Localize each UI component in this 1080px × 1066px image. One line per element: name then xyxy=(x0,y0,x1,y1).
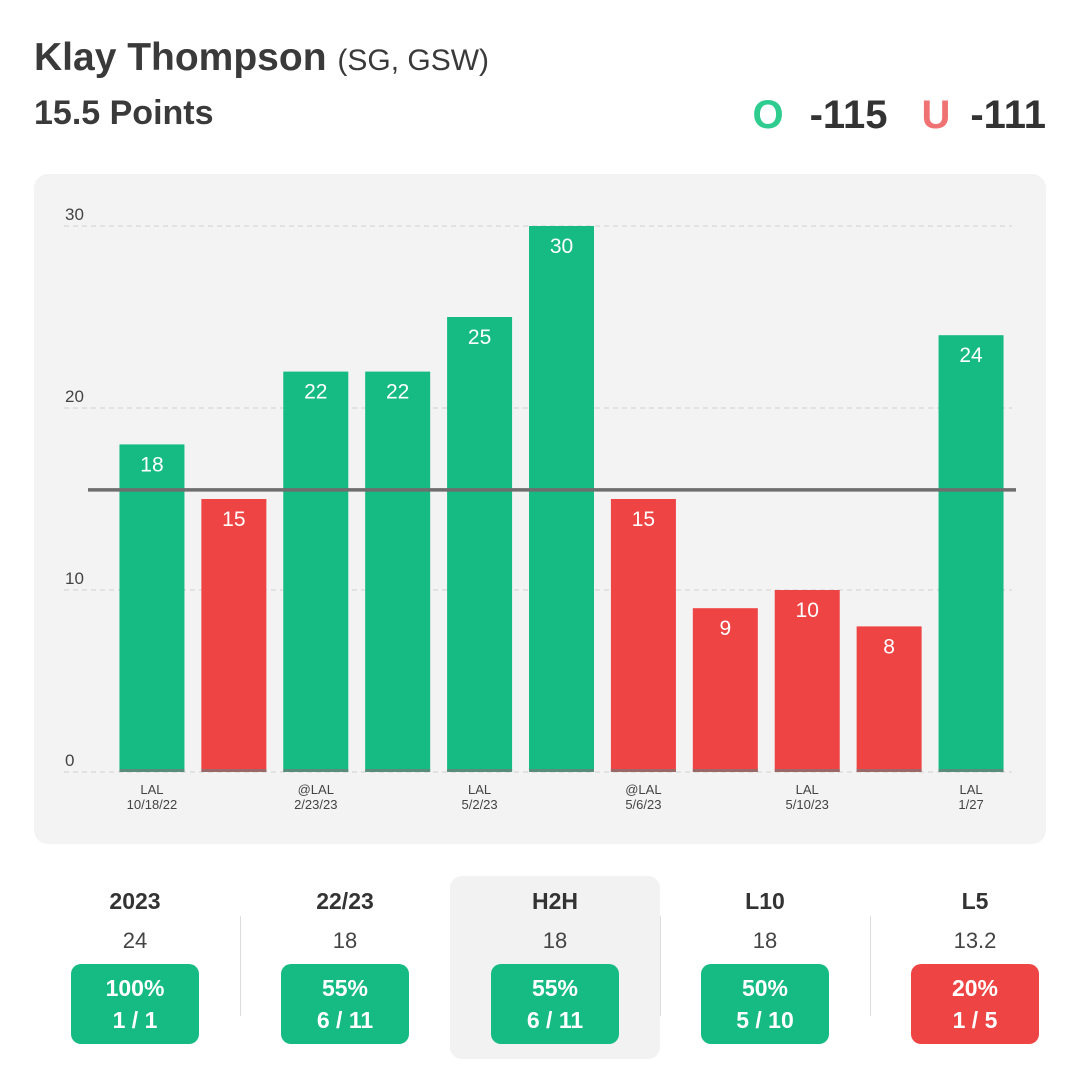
bar xyxy=(447,317,513,772)
bar-baseline xyxy=(938,769,1004,772)
stat-label: L5 xyxy=(961,888,989,914)
x-tick-label: 5/10/23 xyxy=(786,797,829,812)
stat-hit-pct: 55% xyxy=(531,975,579,1001)
stat-hit-pct: 100% xyxy=(105,975,165,1001)
over-odds: -115 xyxy=(809,93,888,137)
bar-baseline xyxy=(692,769,758,772)
bar xyxy=(201,499,267,772)
stat-badge: 55% 6 / 11 xyxy=(491,964,619,1044)
x-tick-label: @LAL xyxy=(298,782,334,797)
bar xyxy=(692,608,758,772)
over-letter: O xyxy=(752,93,784,137)
stat-divider xyxy=(240,916,241,1016)
stat-hit-pct: 55% xyxy=(321,975,369,1001)
stats-row: 2023 24 100% 1 / 1 22/23 18 55% 6 / 11 H… xyxy=(30,876,1050,1060)
bar-baseline xyxy=(447,769,513,772)
stat-average: 18 xyxy=(332,928,358,953)
stat-record: 6 / 11 xyxy=(316,1007,374,1033)
stat-record: 5 / 10 xyxy=(736,1007,794,1033)
bar-baseline xyxy=(774,769,840,772)
bar-baseline xyxy=(529,769,594,772)
bar-data-label: 18 xyxy=(140,453,163,476)
bar xyxy=(119,444,185,772)
odds-display: O -115 U -111 xyxy=(752,93,1046,138)
stat-badge: 100% 1 / 1 xyxy=(71,964,199,1044)
x-tick-label: LAL xyxy=(959,782,982,797)
y-tick-label: 20 xyxy=(65,387,84,406)
y-tick-label: 30 xyxy=(65,205,84,224)
x-tick-label: 10/18/22 xyxy=(127,797,178,812)
bar-data-label: 9 xyxy=(719,617,731,640)
x-tick-label: LAL xyxy=(468,782,491,797)
bar-data-label: 24 xyxy=(959,344,983,367)
under-letter: U xyxy=(921,93,951,137)
stat-badge: 55% 6 / 11 xyxy=(281,964,409,1044)
stat-column: 2023 24 100% 1 / 1 xyxy=(30,876,240,1059)
bar-baseline xyxy=(201,769,267,772)
bar-data-label: 8 xyxy=(883,635,895,658)
stat-average: 24 xyxy=(122,928,148,953)
x-tick-label: 5/6/23 xyxy=(625,797,661,812)
bar-data-label: 10 xyxy=(796,599,819,622)
stat-column: L10 18 50% 5 / 10 xyxy=(660,876,870,1059)
bar xyxy=(529,226,594,772)
player-name-heading: Klay Thompson (SG, GSW) xyxy=(34,36,489,80)
bar-data-label: 22 xyxy=(386,381,409,404)
x-tick-label: 5/2/23 xyxy=(462,797,498,812)
stat-column: 22/23 18 55% 6 / 11 xyxy=(240,876,450,1059)
stat-average: 13.2 xyxy=(953,928,997,953)
bar xyxy=(610,499,676,772)
stat-badge: 20% 1 / 5 xyxy=(911,964,1039,1044)
bar-baseline xyxy=(119,769,185,772)
bar xyxy=(856,626,922,772)
chart-panel: 0 10 20 30 18 LAL 10/18/22 15 22 @LAL 2/23/23 22 25 L… xyxy=(34,174,1046,844)
stat-column: H2H 18 55% 6 / 11 xyxy=(450,876,660,1059)
stat-badge: 50% 5 / 10 xyxy=(701,964,829,1044)
bar-baseline xyxy=(365,769,431,772)
bar xyxy=(283,371,349,772)
bar-data-label: 15 xyxy=(222,508,245,531)
y-tick-label: 10 xyxy=(65,569,84,588)
stat-average: 18 xyxy=(752,928,778,953)
stat-label: 22/23 xyxy=(316,888,374,914)
player-name: Klay Thompson xyxy=(34,36,327,79)
stat-record: 1 / 5 xyxy=(952,1007,998,1033)
stat-hit-pct: 50% xyxy=(741,975,789,1001)
stat-hit-pct: 20% xyxy=(951,975,999,1001)
bar-baseline xyxy=(610,769,676,772)
stat-label: H2H xyxy=(531,888,578,914)
stat-label: 2023 xyxy=(109,888,161,914)
stat-label: L10 xyxy=(745,888,785,914)
x-tick-label: LAL xyxy=(796,782,819,797)
x-tick-label: @LAL xyxy=(625,782,661,797)
x-tick-label: 2/23/23 xyxy=(294,797,337,812)
bar-data-label: 15 xyxy=(632,508,655,531)
bar-baseline xyxy=(856,769,922,772)
bar xyxy=(365,371,431,772)
bar-data-label: 30 xyxy=(550,235,573,258)
points-bar-chart: 010203018LAL10/18/221522@LAL2/23/232225L… xyxy=(64,205,1016,812)
stat-divider xyxy=(660,916,661,1016)
bar-baseline xyxy=(283,769,349,772)
stat-divider xyxy=(870,916,871,1016)
x-tick-label: 1/27 xyxy=(958,797,983,812)
stat-record: 6 / 11 xyxy=(526,1007,584,1033)
stat-average: 18 xyxy=(542,928,568,953)
stat-record: 1 / 1 xyxy=(112,1007,158,1033)
under-odds: -111 xyxy=(970,93,1046,137)
player-position-team: (SG, GSW) xyxy=(337,44,490,77)
prop-label: 15.5 Points xyxy=(34,94,214,132)
bar xyxy=(774,590,840,772)
stat-column: L5 13.2 20% 1 / 5 xyxy=(870,876,1080,1059)
bar xyxy=(938,335,1004,772)
x-tick-label: LAL xyxy=(140,782,163,797)
y-tick-label: 0 xyxy=(65,751,74,770)
bar-data-label: 25 xyxy=(468,326,491,349)
bar-data-label: 22 xyxy=(304,381,327,404)
